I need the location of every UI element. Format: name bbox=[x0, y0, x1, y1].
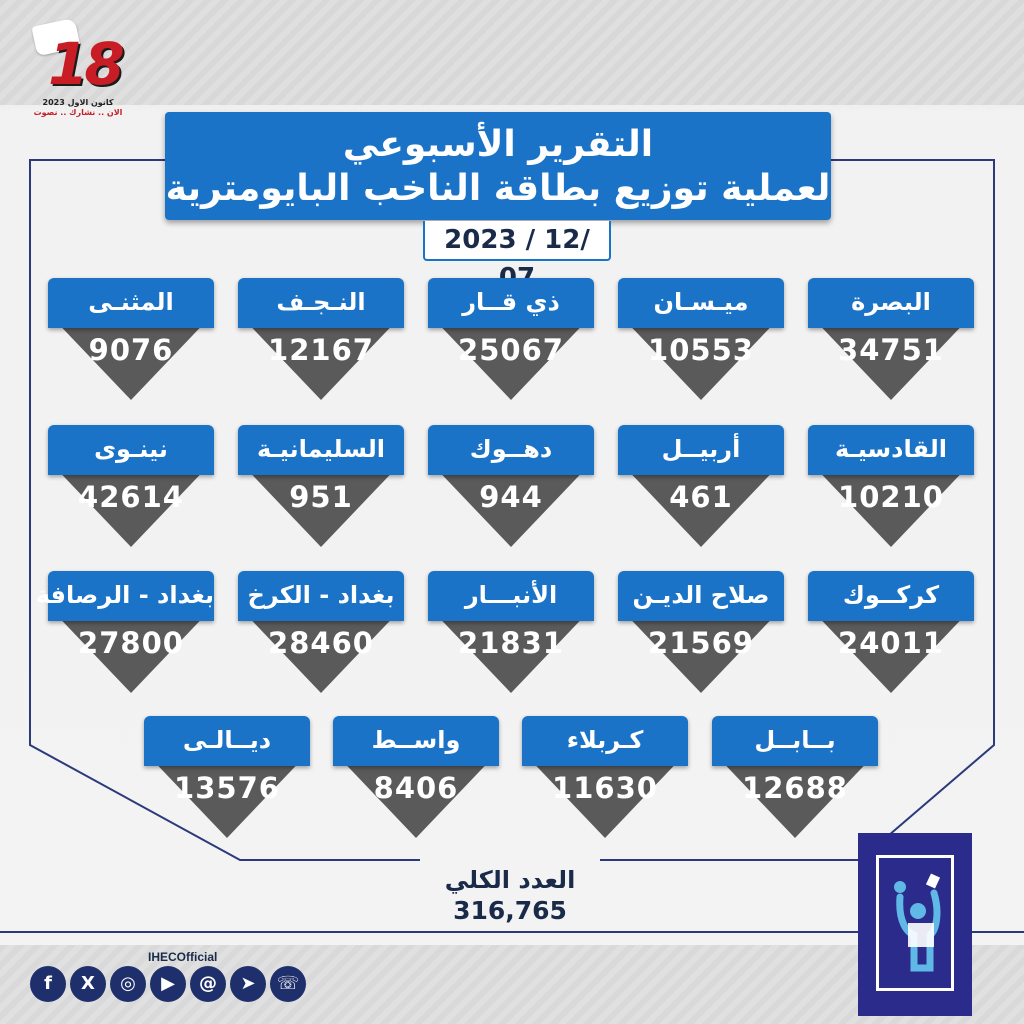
province-count: 34751 bbox=[838, 333, 944, 367]
province-count: 10553 bbox=[648, 333, 754, 367]
province-count: 10210 bbox=[838, 480, 944, 514]
province-name: صلاح الديـن bbox=[618, 571, 784, 621]
province-name: دهــوك bbox=[428, 425, 594, 475]
telegram-icon[interactable]: ➤ bbox=[230, 966, 266, 1002]
voter-figure-icon bbox=[894, 873, 941, 972]
event-date-text: كانون الاول 2023 bbox=[42, 98, 114, 107]
province-name: السليمانيـة bbox=[238, 425, 404, 475]
province-name: ديــالـى bbox=[144, 716, 310, 766]
top-background-band bbox=[0, 0, 1024, 105]
instagram-icon[interactable]: ◎ bbox=[110, 966, 146, 1002]
province-count: 11630 bbox=[552, 771, 658, 805]
province-count: 951 bbox=[289, 480, 353, 514]
report-subtitle: لعملية توزيع بطاقة الناخب البايومترية bbox=[165, 168, 831, 209]
province-count: 13576 bbox=[174, 771, 280, 805]
province-count: 8406 bbox=[373, 771, 459, 805]
province-name: أربيــل bbox=[618, 425, 784, 475]
province-name: القادسيـة bbox=[808, 425, 974, 475]
province-card-salahuddin: صلاح الديـن 21569 bbox=[618, 571, 784, 695]
province-card-duhok: دهــوك 944 bbox=[428, 425, 594, 549]
x-icon[interactable]: X bbox=[70, 966, 106, 1002]
province-card-qadisiyah: القادسيـة 10210 bbox=[808, 425, 974, 549]
logo-frame bbox=[876, 855, 954, 991]
province-card-basra: البصرة 34751 bbox=[808, 278, 974, 402]
province-count: 24011 bbox=[838, 626, 944, 660]
province-name: النـجـف bbox=[238, 278, 404, 328]
province-card-diyala: ديــالـى 13576 bbox=[144, 716, 310, 840]
province-card-baghdad-karkh: بغداد - الكرخ 28460 bbox=[238, 571, 404, 695]
facebook-icon[interactable]: f bbox=[30, 966, 66, 1002]
province-card-muthanna: المثنـى 9076 bbox=[48, 278, 214, 402]
province-name: بغداد - الكرخ bbox=[238, 571, 404, 621]
province-name: بغداد - الرصافة bbox=[36, 571, 214, 621]
province-name: الأنبـــار bbox=[428, 571, 594, 621]
province-card-najaf: النـجـف 12167 bbox=[238, 278, 404, 402]
province-count: 25067 bbox=[458, 333, 564, 367]
province-name: البصرة bbox=[808, 278, 974, 328]
social-handle: IHECOfficial bbox=[148, 950, 218, 964]
province-card-kirkuk: كركــوك 24011 bbox=[808, 571, 974, 695]
province-card-anbar: الأنبـــار 21831 bbox=[428, 571, 594, 695]
ihec-logo bbox=[858, 833, 972, 1016]
province-card-erbil: أربيــل 461 bbox=[618, 425, 784, 549]
province-count: 21831 bbox=[458, 626, 564, 660]
province-count: 27800 bbox=[78, 626, 184, 660]
province-count: 42614 bbox=[78, 480, 184, 514]
province-card-wasit: واســط 8406 bbox=[333, 716, 499, 840]
province-name: نينـوى bbox=[48, 425, 214, 475]
province-name: المثنـى bbox=[48, 278, 214, 328]
election-event-logo: 18 كانون الاول 2023 الان .. نشارك .. نصو… bbox=[28, 17, 128, 118]
report-title-box: التقرير الأسبوعي لعملية توزيع بطاقة النا… bbox=[165, 112, 831, 220]
total-label: العدد الكلي bbox=[444, 866, 576, 894]
viber-icon[interactable]: ☏ bbox=[270, 966, 306, 1002]
report-date: 2023 / 12/ 07 bbox=[423, 221, 611, 293]
province-card-dhi-qar: ذي قــار 25067 bbox=[428, 278, 594, 402]
event-slogan: الان .. نشارك .. نصوت bbox=[33, 108, 123, 117]
province-count: 28460 bbox=[268, 626, 374, 660]
province-count: 9076 bbox=[88, 333, 174, 367]
youtube-icon[interactable]: ▶ bbox=[150, 966, 186, 1002]
province-card-babil: بــابــل 12688 bbox=[712, 716, 878, 840]
province-name: كـربلاء bbox=[522, 716, 688, 766]
province-name: بــابــل bbox=[712, 716, 878, 766]
province-count: 12167 bbox=[268, 333, 374, 367]
province-name: ميـسـان bbox=[618, 278, 784, 328]
province-name: ذي قــار bbox=[428, 278, 594, 328]
total-value: 316,765 bbox=[453, 896, 567, 925]
province-card-nineveh: نينـوى 42614 bbox=[48, 425, 214, 549]
report-title: التقرير الأسبوعي bbox=[342, 124, 654, 165]
province-count: 944 bbox=[479, 480, 543, 514]
province-card-maysan: ميـسـان 10553 bbox=[618, 278, 784, 402]
province-card-sulaymaniyah: السليمانيـة 951 bbox=[238, 425, 404, 549]
province-card-karbala: كـربلاء 11630 bbox=[522, 716, 688, 840]
province-card-baghdad-rusafa: بغداد - الرصافة 27800 bbox=[36, 571, 214, 695]
province-count: 461 bbox=[669, 480, 733, 514]
province-name: واســط bbox=[333, 716, 499, 766]
province-count: 12688 bbox=[742, 771, 848, 805]
province-count: 21569 bbox=[648, 626, 754, 660]
threads-icon[interactable]: @ bbox=[190, 966, 226, 1002]
province-name: كركــوك bbox=[808, 571, 974, 621]
event-number: 18 bbox=[48, 30, 125, 98]
